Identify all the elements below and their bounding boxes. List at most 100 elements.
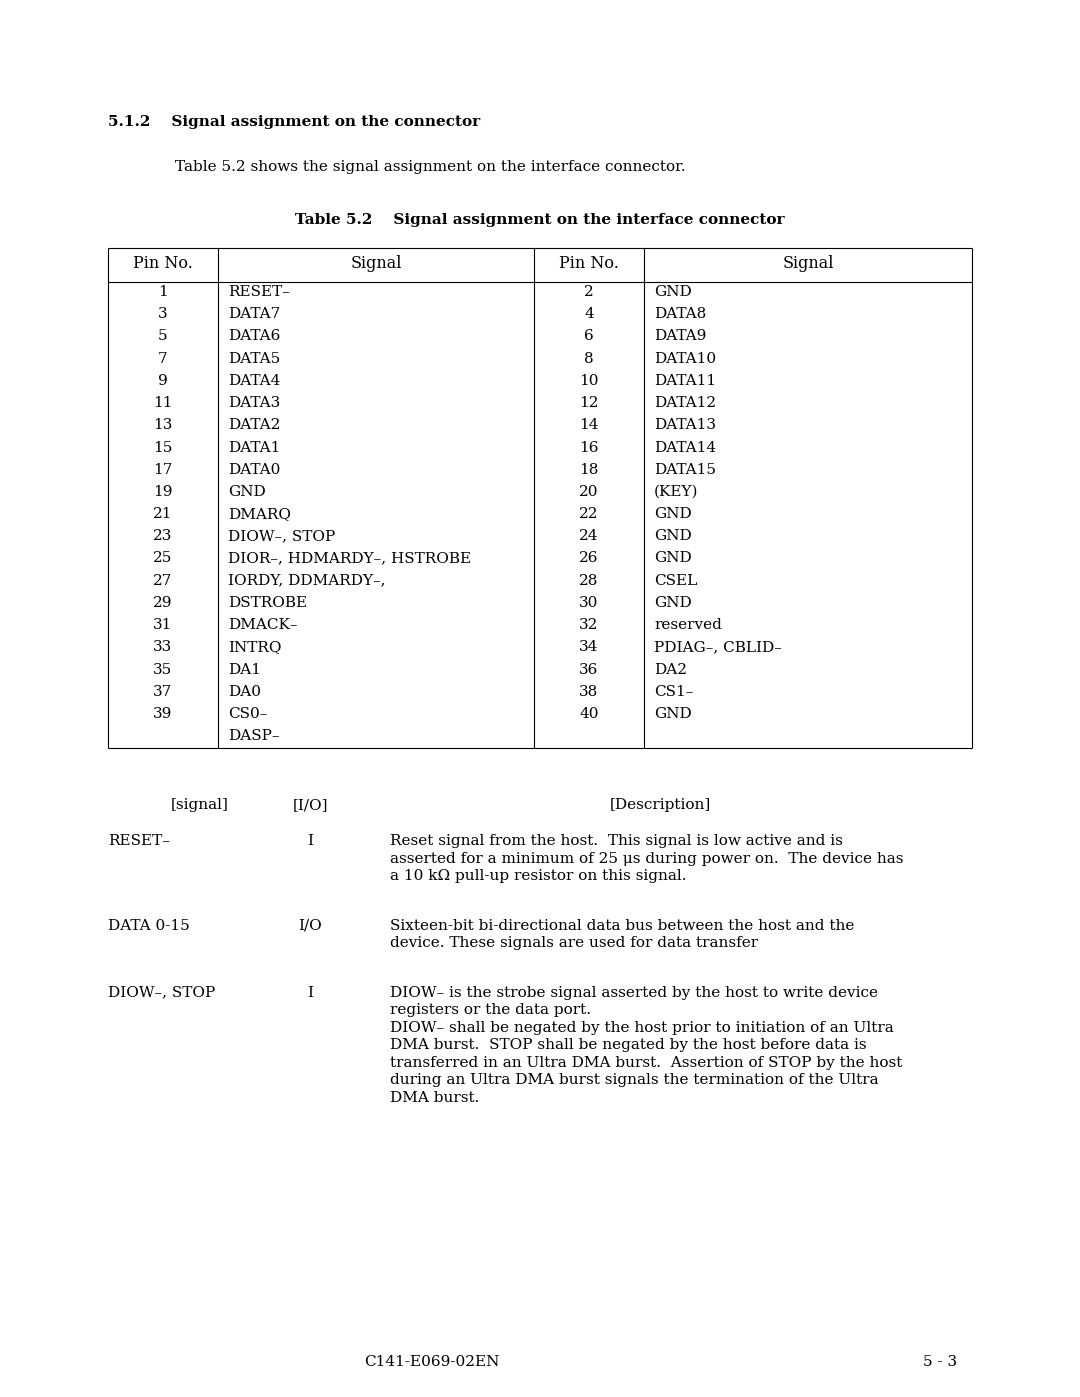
Text: Pin No.: Pin No. bbox=[133, 254, 193, 271]
Text: DIOR–, HDMARDY–, HSTROBE: DIOR–, HDMARDY–, HSTROBE bbox=[228, 552, 471, 566]
Text: DASP–: DASP– bbox=[228, 729, 280, 743]
Text: DATA10: DATA10 bbox=[654, 352, 716, 366]
Text: DMARQ: DMARQ bbox=[228, 507, 291, 521]
Text: INTRQ: INTRQ bbox=[228, 640, 282, 654]
Text: DA0: DA0 bbox=[228, 685, 261, 698]
Text: 12: 12 bbox=[579, 397, 598, 411]
Text: DATA 0-15: DATA 0-15 bbox=[108, 919, 190, 933]
Text: GND: GND bbox=[654, 552, 692, 566]
Text: 24: 24 bbox=[579, 529, 598, 543]
Text: 20: 20 bbox=[579, 485, 598, 499]
Text: [signal]: [signal] bbox=[171, 798, 229, 812]
Text: RESET–: RESET– bbox=[108, 834, 170, 848]
Text: Sixteen-bit bi-directional data bus between the host and the: Sixteen-bit bi-directional data bus betw… bbox=[390, 919, 854, 933]
Text: 40: 40 bbox=[579, 707, 598, 721]
Text: 30: 30 bbox=[579, 597, 598, 610]
Text: 6: 6 bbox=[584, 330, 594, 344]
Text: DATA0: DATA0 bbox=[228, 462, 281, 476]
Text: Signal: Signal bbox=[350, 254, 402, 271]
Text: IORDY, DDMARDY–,: IORDY, DDMARDY–, bbox=[228, 574, 386, 588]
Text: DMA burst.: DMA burst. bbox=[390, 1091, 480, 1105]
Text: DATA15: DATA15 bbox=[654, 462, 716, 476]
Text: 19: 19 bbox=[153, 485, 173, 499]
Text: 28: 28 bbox=[579, 574, 598, 588]
Text: CSEL: CSEL bbox=[654, 574, 698, 588]
Text: DATA3: DATA3 bbox=[228, 397, 280, 411]
Text: DIOW– shall be negated by the host prior to initiation of an Ultra: DIOW– shall be negated by the host prior… bbox=[390, 1021, 894, 1035]
Text: 25: 25 bbox=[153, 552, 173, 566]
Text: DIOW–, STOP: DIOW–, STOP bbox=[108, 986, 215, 1000]
Text: 4: 4 bbox=[584, 307, 594, 321]
Text: [Description]: [Description] bbox=[609, 798, 711, 812]
Text: PDIAG–, CBLID–: PDIAG–, CBLID– bbox=[654, 640, 782, 654]
Text: transferred in an Ultra DMA burst.  Assertion of STOP by the host: transferred in an Ultra DMA burst. Asser… bbox=[390, 1056, 903, 1070]
Text: DATA14: DATA14 bbox=[654, 440, 716, 454]
Text: RESET–: RESET– bbox=[228, 285, 289, 299]
Text: 22: 22 bbox=[579, 507, 598, 521]
Text: 3: 3 bbox=[158, 307, 167, 321]
Text: 23: 23 bbox=[153, 529, 173, 543]
Text: DATA9: DATA9 bbox=[654, 330, 706, 344]
Text: DIOW–, STOP: DIOW–, STOP bbox=[228, 529, 335, 543]
Text: registers or the data port.: registers or the data port. bbox=[390, 1003, 591, 1017]
Text: 11: 11 bbox=[153, 397, 173, 411]
Text: asserted for a minimum of 25 μs during power on.  The device has: asserted for a minimum of 25 μs during p… bbox=[390, 852, 904, 866]
Text: Table 5.2 shows the signal assignment on the interface connector.: Table 5.2 shows the signal assignment on… bbox=[175, 161, 686, 175]
Text: GND: GND bbox=[654, 507, 692, 521]
Text: [I/O]: [I/O] bbox=[293, 798, 327, 812]
Text: DATA2: DATA2 bbox=[228, 418, 281, 432]
Text: C141-E069-02EN: C141-E069-02EN bbox=[364, 1355, 500, 1369]
Text: DIOW– is the strobe signal asserted by the host to write device: DIOW– is the strobe signal asserted by t… bbox=[390, 986, 878, 1000]
Text: 9: 9 bbox=[158, 374, 167, 388]
Text: a 10 kΩ pull-up resistor on this signal.: a 10 kΩ pull-up resistor on this signal. bbox=[390, 869, 687, 883]
Text: GND: GND bbox=[228, 485, 266, 499]
Text: DMA burst.  STOP shall be negated by the host before data is: DMA burst. STOP shall be negated by the … bbox=[390, 1038, 866, 1052]
Text: 18: 18 bbox=[579, 462, 598, 476]
Text: DATA4: DATA4 bbox=[228, 374, 281, 388]
Text: 37: 37 bbox=[153, 685, 173, 698]
Text: DSTROBE: DSTROBE bbox=[228, 597, 307, 610]
Text: 17: 17 bbox=[153, 462, 173, 476]
Text: 2: 2 bbox=[584, 285, 594, 299]
Text: 21: 21 bbox=[153, 507, 173, 521]
Text: 33: 33 bbox=[153, 640, 173, 654]
Text: 5: 5 bbox=[158, 330, 167, 344]
Text: Pin No.: Pin No. bbox=[559, 254, 619, 271]
Text: DATA12: DATA12 bbox=[654, 397, 716, 411]
Text: 13: 13 bbox=[153, 418, 173, 432]
Text: (KEY): (KEY) bbox=[654, 485, 699, 499]
Text: I: I bbox=[307, 986, 313, 1000]
Text: 32: 32 bbox=[579, 617, 598, 631]
Text: DMACK–: DMACK– bbox=[228, 617, 297, 631]
Text: 36: 36 bbox=[579, 662, 598, 676]
Text: 7: 7 bbox=[158, 352, 167, 366]
Text: 38: 38 bbox=[579, 685, 598, 698]
Text: 29: 29 bbox=[153, 597, 173, 610]
Text: 39: 39 bbox=[153, 707, 173, 721]
Text: device. These signals are used for data transfer: device. These signals are used for data … bbox=[390, 936, 758, 950]
Text: 35: 35 bbox=[153, 662, 173, 676]
Text: 16: 16 bbox=[579, 440, 598, 454]
Text: Table 5.2    Signal assignment on the interface connector: Table 5.2 Signal assignment on the inter… bbox=[295, 212, 785, 226]
Text: 34: 34 bbox=[579, 640, 598, 654]
Text: 31: 31 bbox=[153, 617, 173, 631]
Text: Reset signal from the host.  This signal is low active and is: Reset signal from the host. This signal … bbox=[390, 834, 842, 848]
Text: DATA5: DATA5 bbox=[228, 352, 280, 366]
Text: DATA8: DATA8 bbox=[654, 307, 706, 321]
Text: DA1: DA1 bbox=[228, 662, 261, 676]
Text: 1: 1 bbox=[158, 285, 167, 299]
Text: during an Ultra DMA burst signals the termination of the Ultra: during an Ultra DMA burst signals the te… bbox=[390, 1073, 879, 1087]
Text: 26: 26 bbox=[579, 552, 598, 566]
Text: Signal: Signal bbox=[782, 254, 834, 271]
Text: CS1–: CS1– bbox=[654, 685, 693, 698]
Text: DATA11: DATA11 bbox=[654, 374, 716, 388]
Text: 5.1.2    Signal assignment on the connector: 5.1.2 Signal assignment on the connector bbox=[108, 115, 481, 129]
Text: 8: 8 bbox=[584, 352, 594, 366]
Text: DATA6: DATA6 bbox=[228, 330, 281, 344]
Text: I/O: I/O bbox=[298, 919, 322, 933]
Text: 15: 15 bbox=[153, 440, 173, 454]
Text: DATA1: DATA1 bbox=[228, 440, 281, 454]
Text: 5 - 3: 5 - 3 bbox=[923, 1355, 957, 1369]
Text: I: I bbox=[307, 834, 313, 848]
Text: GND: GND bbox=[654, 285, 692, 299]
